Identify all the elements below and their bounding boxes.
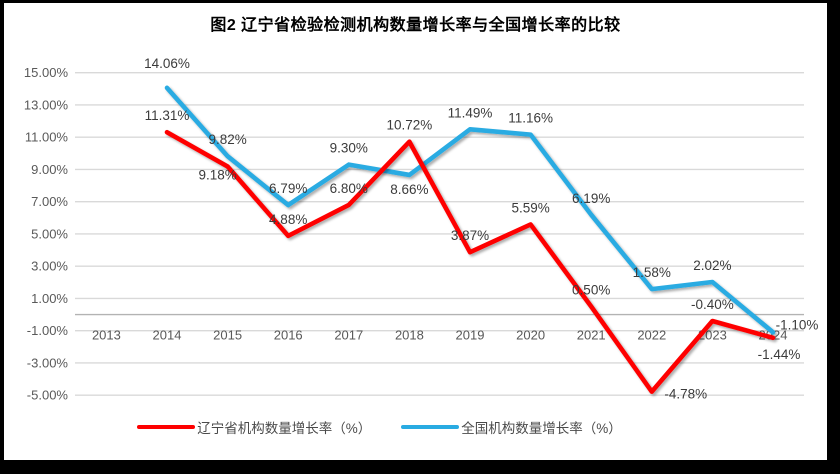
data-labels: 11.31% 9.18% 4.88% 6.80% 10.72% 3.87% 5.59% 0.5… [144, 56, 818, 402]
x-tick-label: 2017 [334, 328, 363, 343]
series-line [164, 85, 776, 335]
y-tick-label: 13.00% [24, 97, 69, 112]
data-label: 9.82% [208, 132, 246, 147]
chart-area: 15.00% 13.00% 11.00% 9.00% 7.00% 5.00% 3.00% 1.… [4, 3, 827, 460]
y-tick-label: 9.00% [31, 162, 68, 177]
legend-line-liaoning-icon [137, 424, 196, 430]
legend-label-liaoning: 辽宁省机构数量增长率（%） [197, 421, 372, 436]
data-label: 11.31% [145, 108, 190, 123]
x-tick-label: 2024 [759, 328, 788, 343]
data-label: 9.30% [330, 141, 368, 156]
y-tick-label: -3.00% [27, 355, 69, 370]
y-tick-label: 7.00% [31, 194, 68, 209]
x-tick-label: 2019 [456, 328, 485, 343]
data-label: -4.78% [664, 387, 707, 402]
x-tick-labels: 2013 2014 2015 2016 2017 2018 2019 2020 2021 2022… [92, 328, 788, 343]
data-label: -0.40% [691, 297, 734, 312]
y-tick-labels: 15.00% 13.00% 11.00% 9.00% 7.00% 5.00% 3.00% 1.… [24, 65, 69, 403]
y-tick-label: 5.00% [31, 226, 68, 241]
gridlines [75, 72, 804, 396]
y-tick-label: 11.00% [25, 130, 69, 145]
x-tick-label: 2020 [516, 328, 545, 343]
x-tick-label: 2014 [153, 328, 182, 343]
data-label: 11.16% [508, 111, 553, 126]
y-tick-label: 3.00% [31, 259, 68, 274]
data-label: -1.44% [758, 347, 801, 362]
series-lines [164, 85, 776, 394]
data-label: 11.49% [448, 105, 493, 120]
data-label: 0.50% [572, 283, 610, 298]
data-label: 6.80% [330, 181, 368, 196]
data-label: 4.88% [269, 212, 307, 227]
series-line [164, 129, 776, 394]
data-label: 10.72% [387, 118, 433, 133]
y-tick-label: -5.00% [27, 388, 69, 403]
legend-item-liaoning: 辽宁省机构数量增长率（%） [137, 417, 371, 437]
legend-line-national-icon [401, 424, 460, 430]
data-label: 2.02% [693, 258, 731, 273]
y-tick-label: 15.00% [24, 65, 69, 80]
data-label: 6.19% [572, 191, 610, 206]
x-tick-label: 2016 [274, 328, 303, 343]
x-tick-label: 2021 [577, 328, 606, 343]
data-label: -1.10% [776, 317, 819, 332]
legend: 辽宁省机构数量增长率（%） 全国机构数量增长率（%） [0, 417, 791, 437]
chart-title: 图2 辽宁省检验检测机构数量增长率与全国增长率的比较 [210, 17, 621, 34]
legend-item-national: 全国机构数量增长率（%） [401, 417, 622, 437]
legend-label-national: 全国机构数量增长率（%） [461, 421, 622, 436]
data-label: 9.18% [198, 168, 236, 183]
x-tick-label: 2015 [213, 328, 242, 343]
data-label: 6.79% [269, 181, 307, 196]
data-label: 3.87% [451, 228, 489, 243]
x-tick-label: 2022 [637, 328, 666, 343]
x-tick-label: 2013 [92, 328, 121, 343]
data-label: 1.58% [633, 265, 671, 280]
data-label: 8.66% [390, 182, 428, 197]
data-label: 14.06% [144, 56, 190, 71]
y-tick-label: -1.00% [27, 323, 69, 338]
data-label: 5.59% [511, 200, 549, 215]
y-tick-label: 1.00% [31, 291, 68, 306]
chart-canvas: 15.00% 13.00% 11.00% 9.00% 7.00% 5.00% 3.00% 1.… [24, 56, 818, 403]
x-tick-label: 2018 [395, 328, 424, 343]
